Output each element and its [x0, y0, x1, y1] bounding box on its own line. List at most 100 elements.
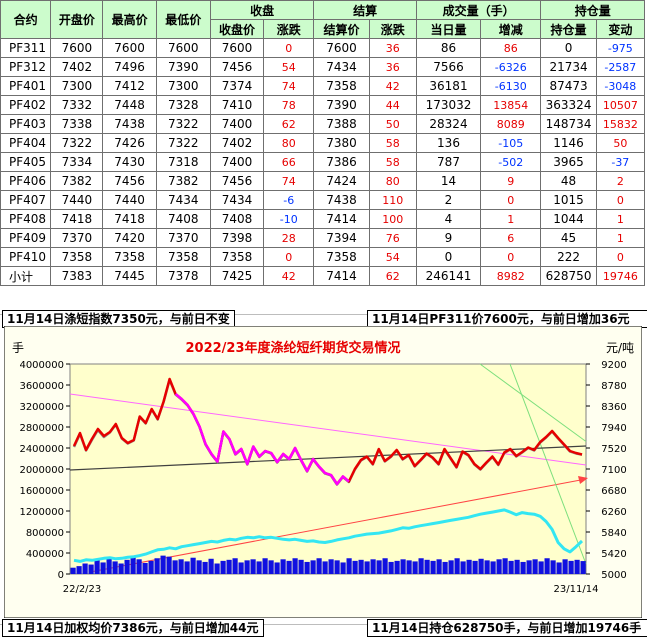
volume-bar — [526, 560, 532, 574]
table-cell: 7382 — [50, 171, 104, 191]
right-tick-label: 5840 — [601, 528, 626, 539]
right-tick-label: 6680 — [601, 486, 626, 497]
table-cell: 0 — [263, 38, 315, 58]
table-cell: -105 — [480, 133, 542, 153]
table-cell: 44 — [368, 95, 417, 115]
subheader-cell: 结算价 — [313, 19, 370, 39]
table-cell: -37 — [595, 152, 646, 172]
table-cell: 7322 — [155, 114, 211, 134]
table-cell: 8089 — [480, 114, 542, 134]
table-cell: 7370 — [155, 228, 211, 248]
table-cell: 7408 — [155, 209, 211, 229]
table-cell: 7334 — [50, 152, 104, 172]
volume-bar — [358, 559, 364, 574]
table-cell: 7430 — [102, 152, 157, 172]
contract-name: PF407 — [0, 190, 52, 210]
volume-bar — [328, 559, 334, 574]
table-cell: 110 — [368, 190, 417, 210]
volume-bar — [544, 558, 550, 574]
table-cell: 0 — [480, 247, 542, 267]
table-cell: 7358 — [102, 247, 157, 267]
volume-bar — [448, 560, 454, 574]
contract-name: PF408 — [0, 209, 52, 229]
table-cell: 4 — [415, 209, 482, 229]
volume-bar — [232, 558, 238, 574]
table-cell: -6130 — [480, 76, 542, 96]
table-cell: 28324 — [415, 114, 482, 134]
table-cell: 7318 — [155, 152, 211, 172]
right-tick-label: 5000 — [601, 570, 626, 581]
table-cell: 7456 — [102, 171, 157, 191]
table-cell: 148734 — [540, 114, 597, 134]
volume-bar — [478, 558, 484, 574]
volume-bar — [184, 561, 190, 574]
table-cell: 1 — [595, 209, 646, 229]
table-cell: 7496 — [102, 57, 157, 77]
table-cell: 7394 — [313, 228, 370, 248]
table-cell: -975 — [595, 38, 646, 58]
header-cell: 最高价 — [102, 0, 157, 39]
table-cell: 7378 — [155, 266, 211, 286]
volume-bar — [166, 556, 172, 574]
volume-bar — [472, 560, 478, 574]
front-price-info: 11月14日PF311价7600元，与前日增加36元 — [367, 310, 647, 328]
table-cell: 0 — [263, 247, 315, 267]
table-row: PF408 7418 7418 7408 7408 -10 7414 100 4 1 1044 1 — [0, 209, 646, 229]
table-cell: 10507 — [595, 95, 646, 115]
volume-bar — [388, 561, 394, 574]
table-row: PF401 7300 7412 7300 7374 74 7358 42 36181 -6130 8… — [0, 76, 646, 96]
table-cell: 7440 — [50, 190, 104, 210]
right-tick-label: 7100 — [601, 465, 626, 476]
left-tick-label: 3200000 — [19, 402, 64, 413]
table-cell: 86 — [415, 38, 482, 58]
table-cell: 7434 — [155, 190, 211, 210]
right-tick-label: 8780 — [601, 381, 626, 392]
table-cell: 42 — [263, 266, 315, 286]
volume-bar — [196, 560, 202, 574]
table-cell: 246141 — [415, 266, 482, 286]
table-cell: 87473 — [540, 76, 597, 96]
table-cell: 7410 — [209, 95, 265, 115]
volume-bar — [412, 561, 418, 574]
volume-bar — [562, 559, 568, 574]
contract-name: PF312 — [0, 57, 52, 77]
table-cell: 7358 — [313, 76, 370, 96]
table-cell: 0 — [595, 190, 646, 210]
left-tick-label: 2800000 — [19, 423, 64, 434]
table-cell: 7322 — [50, 133, 104, 153]
table-cell: 66 — [263, 152, 315, 172]
volume-bar — [244, 560, 250, 574]
volume-bar — [346, 558, 352, 574]
plot-area — [69, 363, 587, 575]
left-unit-label: 手 — [12, 341, 24, 355]
table-cell: 7440 — [102, 190, 157, 210]
table-cell: 80 — [368, 171, 417, 191]
x-label-end: 23/11/14 — [554, 584, 599, 595]
table-cell: 7386 — [313, 152, 370, 172]
table-cell: 7402 — [50, 57, 104, 77]
volume-bar — [292, 558, 298, 574]
table-cell: 15832 — [595, 114, 646, 134]
volume-bar — [370, 559, 376, 574]
volume-bar — [76, 566, 82, 574]
volume-bar — [226, 559, 232, 574]
table-cell: 1 — [480, 209, 542, 229]
volume-bar — [214, 563, 220, 574]
header-cell: 开盘价 — [50, 0, 104, 39]
table-cell: 8982 — [480, 266, 542, 286]
header-cell: 最低价 — [155, 0, 211, 39]
table-cell: 7402 — [209, 133, 265, 153]
table-cell: 628750 — [540, 266, 597, 286]
table-cell: 7380 — [313, 133, 370, 153]
table-cell: 62 — [368, 266, 417, 286]
table-cell: 7328 — [155, 95, 211, 115]
table-cell: 7438 — [313, 190, 370, 210]
table-cell: 62 — [263, 114, 315, 134]
volume-bar — [88, 564, 94, 574]
contract-name: PF401 — [0, 76, 52, 96]
volume-bar — [484, 560, 490, 574]
futures-chart: 0 400000 800000 1200000 1600000 2000000 240000… — [3, 325, 643, 619]
contract-table: 合约 开盘价 最高价 最低价 收盘 结算 成交量（手） 持仓量 收盘价 涨跌 结算价 涨跌 当日量 增减持… — [0, 0, 646, 286]
volume-bar — [580, 561, 586, 574]
table-cell: 0 — [595, 247, 646, 267]
